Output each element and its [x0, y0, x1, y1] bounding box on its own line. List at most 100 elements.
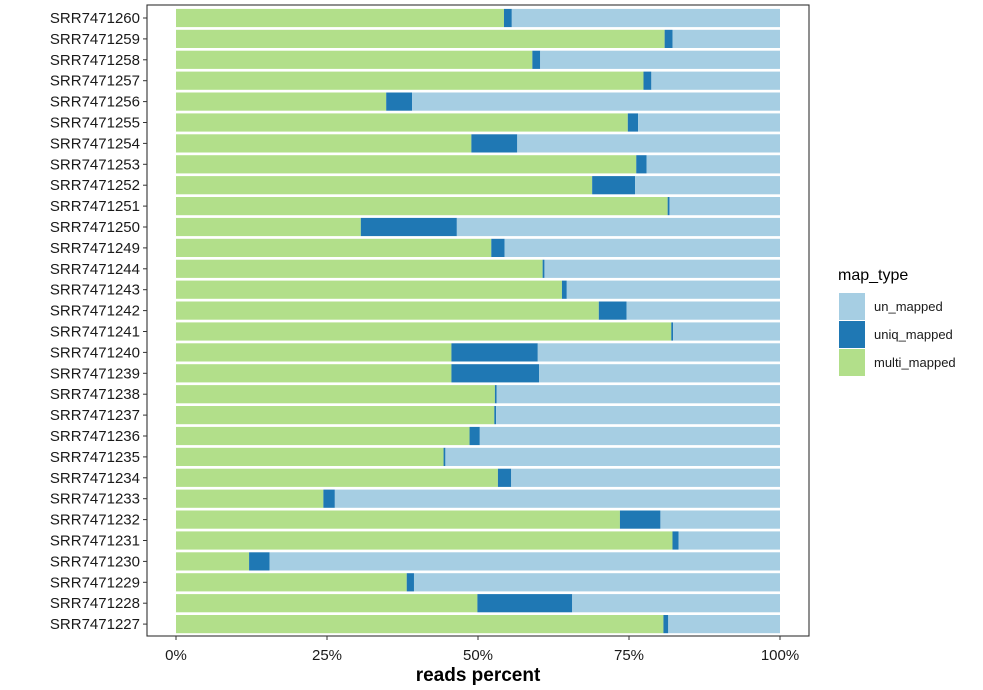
y-tick-label: SRR7471260 [50, 10, 140, 27]
bar-uniq-mapped [494, 385, 497, 404]
y-tick-label: SRR7471228 [50, 595, 140, 612]
x-axis: 0% 25% 50% 75% 100% [165, 636, 799, 664]
bar-un-mapped [445, 447, 780, 466]
bar-un-mapped [412, 92, 780, 111]
bar-multi-mapped [176, 510, 620, 529]
bar-multi-mapped [176, 197, 668, 216]
x-axis-title: reads percent [416, 665, 541, 686]
y-tick-label: SRR7471242 [50, 303, 140, 320]
legend: map_type un_mapped uniq_mapped multi_mappe… [838, 267, 956, 376]
bar-multi-mapped [176, 406, 495, 425]
bar-multi-mapped [176, 573, 407, 592]
y-tick-label: SRR7471252 [50, 177, 140, 194]
bar-un-mapped [537, 343, 780, 362]
y-tick-label: SRR7471241 [50, 324, 140, 341]
bar-uniq-mapped [627, 113, 639, 132]
bar-multi-mapped [176, 259, 543, 278]
bar-multi-mapped [176, 531, 673, 550]
bar-un-mapped [660, 510, 780, 529]
y-tick-label: SRR7471230 [50, 553, 140, 570]
bar-un-mapped [635, 176, 780, 195]
bar-un-mapped [269, 552, 780, 571]
y-tick-label: SRR7471244 [50, 261, 140, 278]
bar-un-mapped [496, 385, 780, 404]
legend-key-un-mapped [839, 293, 865, 320]
bar-uniq-mapped [636, 155, 647, 174]
bar-uniq-mapped [619, 510, 661, 529]
bar-uniq-mapped [598, 301, 627, 320]
bar-uniq-mapped [592, 176, 636, 195]
bar-un-mapped [504, 238, 780, 257]
y-tick-label: SRR7471232 [50, 512, 140, 529]
bar-un-mapped [496, 406, 780, 425]
bar-multi-mapped [176, 552, 250, 571]
bar-uniq-mapped [323, 489, 335, 508]
bar-uniq-mapped [451, 343, 538, 362]
bar-un-mapped [539, 364, 780, 383]
bar-multi-mapped [176, 447, 444, 466]
bar-multi-mapped [176, 489, 324, 508]
bar-multi-mapped [176, 29, 665, 48]
bar-un-mapped [626, 301, 780, 320]
y-tick-label: SRR7471229 [50, 574, 140, 591]
x-tick-label: 100% [761, 647, 799, 664]
bar-multi-mapped [176, 343, 452, 362]
bar-uniq-mapped [249, 552, 270, 571]
bar-uniq-mapped [477, 594, 573, 613]
bar-un-mapped [651, 71, 780, 90]
y-tick-label: SRR7471233 [50, 491, 140, 508]
bar-multi-mapped [176, 113, 628, 132]
bar-multi-mapped [176, 134, 472, 153]
bar-un-mapped [511, 8, 780, 28]
bar-un-mapped [646, 155, 780, 174]
bar-un-mapped [544, 259, 780, 278]
bar-multi-mapped [176, 615, 664, 634]
bar-un-mapped [334, 489, 780, 508]
x-tick-label: 75% [614, 647, 644, 664]
bar-uniq-mapped [491, 238, 505, 257]
bar-uniq-mapped [671, 322, 674, 341]
bar-un-mapped [678, 531, 780, 550]
y-tick-label: SRR7471227 [50, 616, 140, 633]
y-tick-label: SRR7471236 [50, 428, 140, 445]
legend-label: un_mapped [874, 299, 943, 314]
bar-uniq-mapped [494, 406, 497, 425]
legend-label: multi_mapped [874, 355, 956, 370]
x-tick-label: 0% [165, 647, 187, 664]
bar-uniq-mapped [503, 8, 512, 28]
bar-un-mapped [668, 615, 780, 634]
bar-uniq-mapped [386, 92, 413, 111]
bar-un-mapped [572, 594, 780, 613]
bar-multi-mapped [176, 155, 637, 174]
y-tick-label: SRR7471237 [50, 407, 140, 424]
y-tick-label: SRR7471250 [50, 219, 140, 236]
y-tick-label: SRR7471238 [50, 386, 140, 403]
bar-uniq-mapped [663, 615, 669, 634]
y-axis-labels: SRR7471260 SRR7471259 SRR7471258 SRR7471257… [50, 10, 147, 633]
bar-multi-mapped [176, 322, 672, 341]
bar-uniq-mapped [532, 50, 541, 69]
bar-uniq-mapped [643, 71, 652, 90]
bar-un-mapped [413, 573, 780, 592]
y-tick-label: SRR7471256 [50, 94, 140, 111]
bar-un-mapped [672, 29, 780, 48]
bar-multi-mapped [176, 50, 533, 69]
bar-uniq-mapped [469, 426, 480, 446]
y-tick-label: SRR7471258 [50, 52, 140, 69]
legend-key-uniq-mapped [839, 321, 865, 348]
bar-multi-mapped [176, 301, 599, 320]
y-tick-label: SRR7471235 [50, 449, 140, 466]
bar-un-mapped [456, 217, 780, 237]
bar-uniq-mapped [664, 29, 673, 48]
bar-un-mapped [673, 322, 780, 341]
bar-multi-mapped [176, 92, 387, 111]
bar-multi-mapped [176, 238, 492, 257]
y-tick-label: SRR7471239 [50, 365, 140, 382]
bar-multi-mapped [176, 71, 644, 90]
y-tick-label: SRR7471234 [50, 470, 140, 487]
legend-title: map_type [838, 267, 908, 284]
x-tick-label: 25% [312, 647, 342, 664]
bar-uniq-mapped [443, 447, 446, 466]
bar-un-mapped [566, 280, 780, 299]
